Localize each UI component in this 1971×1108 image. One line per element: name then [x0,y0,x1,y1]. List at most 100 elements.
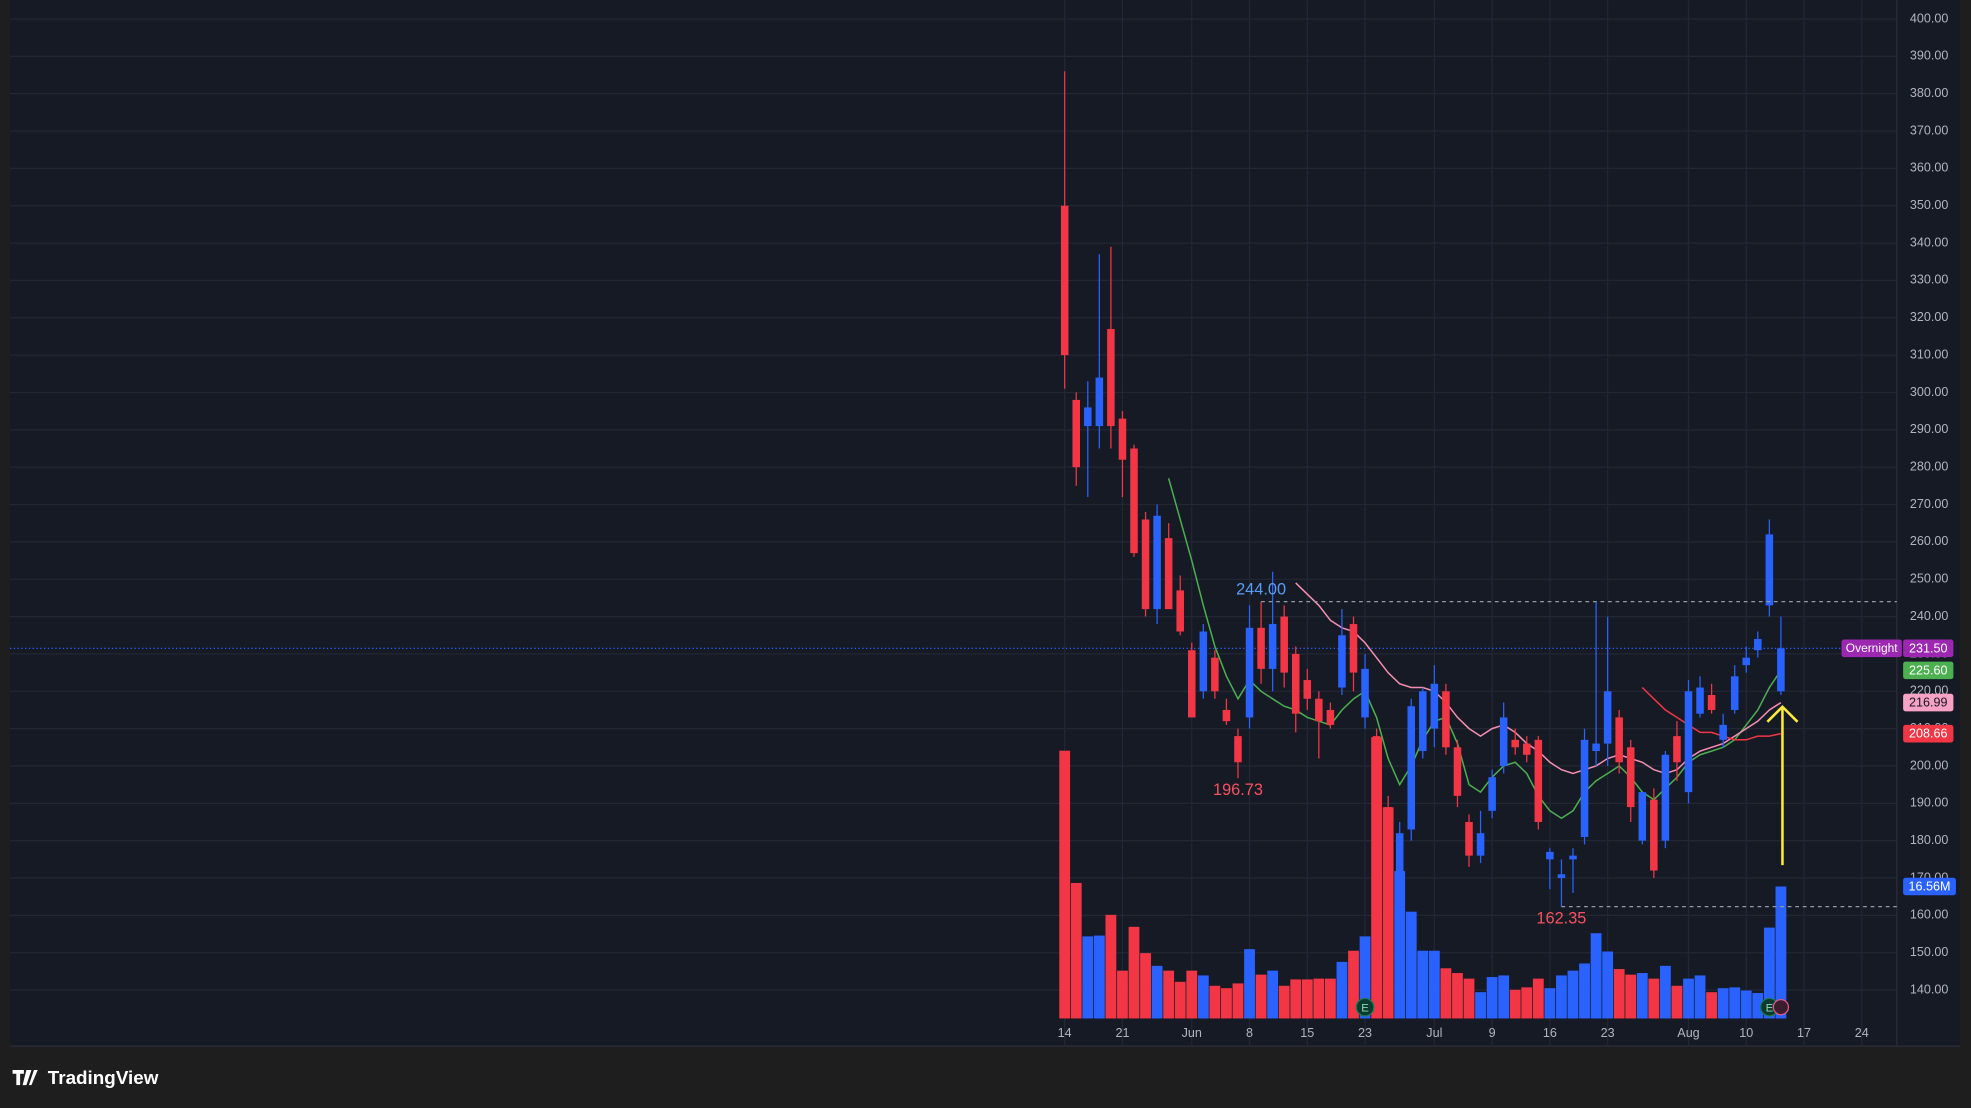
candle-body [1395,833,1404,905]
candle-body [1707,695,1716,710]
x-tick-label: Jun [1182,1026,1202,1040]
volume-bar [1579,963,1590,1019]
candle-body [1245,627,1254,718]
candle-body [1095,377,1104,427]
candle-body [1291,653,1300,714]
y-tick-label: 340.00 [1910,235,1948,249]
y-tick-label: 330.00 [1910,273,1948,287]
volume-bar [1221,988,1232,1019]
layers: 140.00150.00160.00170.00180.00190.00200.… [10,0,1956,1047]
volume-bar [1336,961,1348,1019]
candle-body [1626,747,1635,808]
candle-body [1522,743,1531,755]
candles [1060,71,1785,916]
candle-body [1372,736,1381,830]
volume-bar [1244,949,1255,1019]
volume-bar [1440,968,1452,1019]
volume-bar [1532,978,1544,1019]
arrow-drawing [1766,704,1799,866]
volume-bar [1486,977,1498,1019]
candle-body [1580,739,1589,837]
volume-bar [1648,978,1660,1019]
volume-bar [1290,979,1302,1019]
volume-bar [1359,936,1371,1019]
y-tick-label: 290.00 [1910,422,1948,436]
x-tick-label: 23 [1601,1026,1615,1040]
candle-body [1257,627,1265,669]
volume-bar [1105,914,1117,1019]
x-tick-label: 23 [1358,1026,1372,1040]
candle-body [1650,799,1658,871]
candle-body [1719,724,1727,740]
volume-bar [1197,975,1209,1019]
volume-bar [1232,983,1244,1019]
candle-body [1164,538,1173,610]
candle-body [1476,833,1485,856]
candle-body [1661,754,1670,841]
volume-bar [1706,992,1718,1019]
y-tick-label: 380.00 [1910,86,1948,100]
volume-bar [1498,975,1510,1019]
y-tick-label: 190.00 [1910,796,1948,810]
volume-bar [1093,935,1105,1019]
y-tick-label: 240.00 [1910,609,1948,623]
volume-bar [1267,970,1279,1019]
volume-bar [1509,989,1521,1019]
candle-body [1430,683,1439,729]
volume-bar [1405,911,1417,1019]
candle-body [1777,648,1785,692]
candle-body [1546,851,1554,860]
price-badge [1903,639,1954,658]
volume-bar [1752,992,1764,1019]
volume-bar [1301,979,1313,1019]
volume-bar [1717,988,1729,1019]
y-tick-label: 350.00 [1910,198,1948,212]
candle-body [1361,668,1369,718]
volume-bar [1775,886,1787,1019]
y-tick-label: 200.00 [1910,758,1948,772]
tag-badge [1841,639,1902,658]
volume-bar [1590,933,1602,1019]
candle-body [1534,739,1543,823]
candle-body [1557,874,1566,879]
volume-badge-label: 16.56M [1909,879,1951,893]
x-tick-label: 21 [1115,1026,1129,1040]
volume-bar [1059,750,1071,1019]
volume-bar [1070,882,1082,1019]
price-label: 162.35 [1536,909,1586,927]
candle-body [1442,691,1450,748]
candle-body [1419,691,1427,752]
candle-body [1326,709,1335,725]
volume-bar [1659,965,1671,1019]
candle-body [1199,631,1208,692]
y-tick-label: 270.00 [1910,497,1948,511]
price-badge [1903,661,1954,680]
y-tick-label: 320.00 [1910,310,1948,324]
candle-body [1488,777,1496,811]
candle-body [1234,736,1242,763]
volume-bar [1602,951,1614,1019]
x-tick-label: Jul [1426,1026,1442,1040]
candle-body [1465,822,1473,856]
volume-bar [1313,978,1325,1019]
candle-body [1592,743,1600,752]
candle-body [1084,407,1092,427]
candle-body [1673,736,1681,763]
volume-bar [1463,978,1475,1019]
candle-body [1349,624,1358,673]
price-label: 196.73 [1213,781,1263,799]
price-badge-label: 231.50 [1909,641,1947,655]
y-tick-label: 310.00 [1910,347,1948,361]
volume-bar [1428,950,1440,1019]
y-tick-label: 370.00 [1910,123,1948,137]
candle-body [1118,418,1127,460]
volume-bar [1324,978,1336,1019]
candle-body [1765,534,1774,606]
y-tick-label: 160.00 [1910,908,1948,922]
volume-bar [1763,927,1775,1019]
volume-bar [1671,985,1683,1019]
volume-bar [1255,974,1267,1019]
y-tick-label: 250.00 [1910,572,1948,586]
volume-bar [1521,987,1533,1019]
